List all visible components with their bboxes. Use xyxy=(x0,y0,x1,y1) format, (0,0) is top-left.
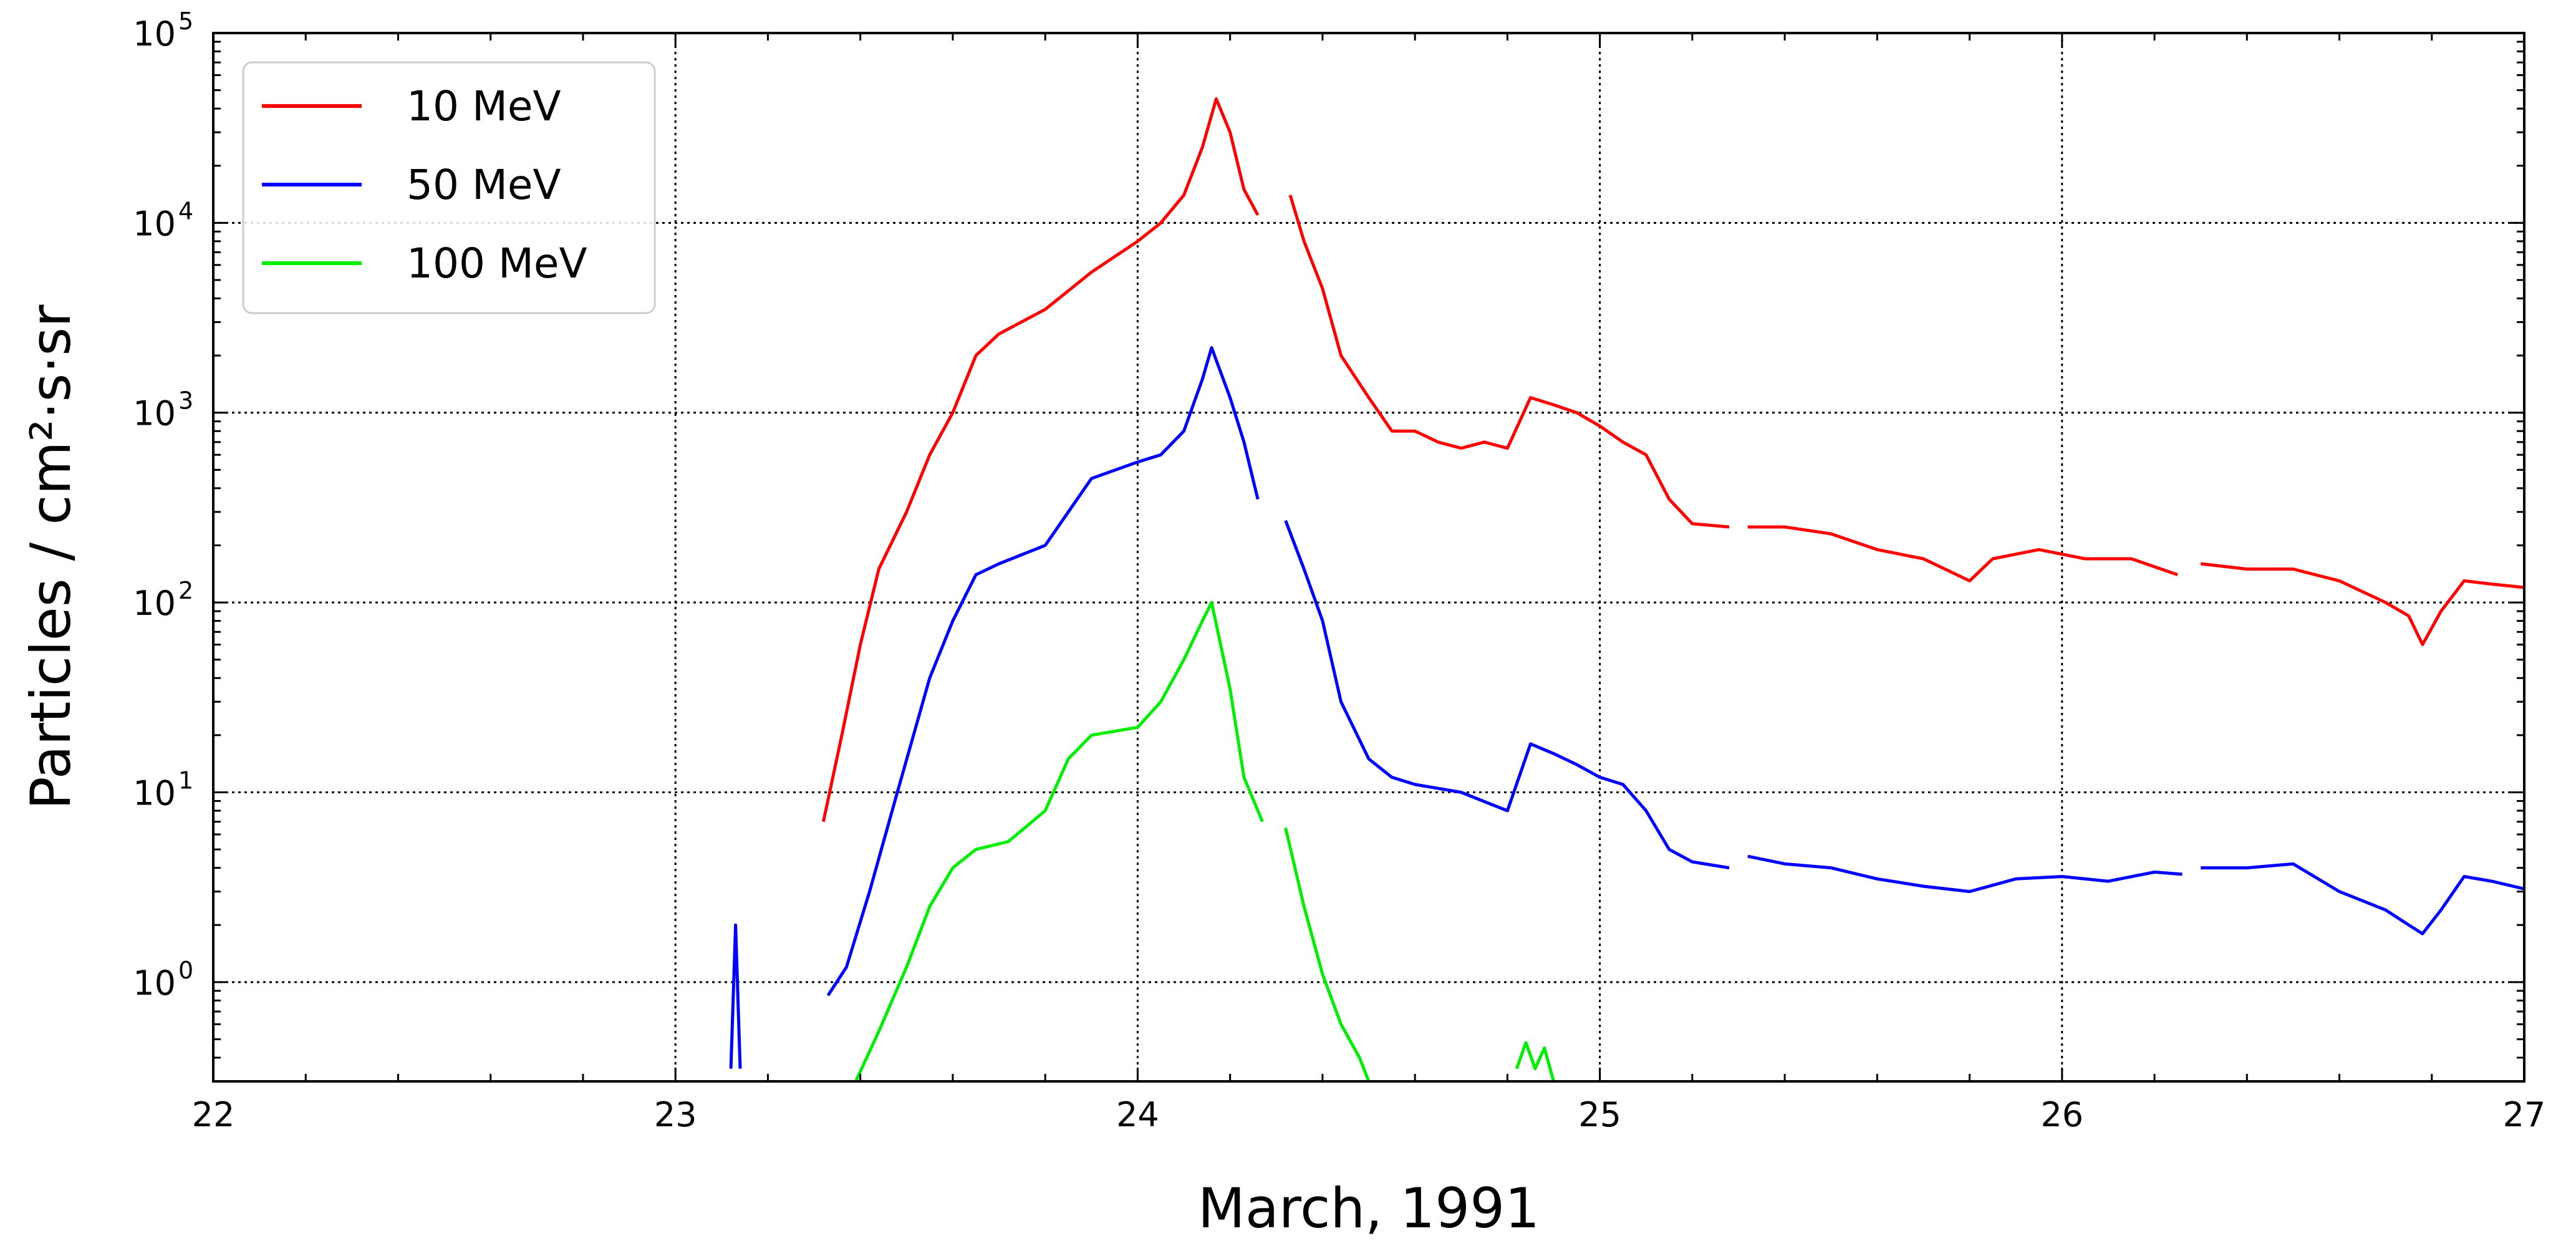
x-axis-label: March, 1991 xyxy=(1198,1176,1540,1240)
y-axis-label: Particles / cm²·s·sr xyxy=(19,304,83,810)
grid-lines xyxy=(213,33,2524,1081)
series-0 xyxy=(821,97,2524,823)
x-tick-labels: 22 23 24 25 26 27 xyxy=(192,1095,2546,1134)
y-tick-exponent: 1 xyxy=(178,766,193,794)
y-tick-label: 10 xyxy=(133,964,176,1003)
series-line xyxy=(2201,862,2524,935)
legend-box xyxy=(242,61,656,314)
legend: 10 MeV 50 MeV 100 MeV xyxy=(242,61,656,314)
series-line xyxy=(1747,854,2183,894)
y-tick-exponent: 5 xyxy=(178,7,193,35)
x-tick-label: 27 xyxy=(2503,1095,2546,1134)
y-tick-exponent: 2 xyxy=(178,577,193,604)
x-tick-label: 26 xyxy=(2040,1095,2083,1134)
series-1 xyxy=(729,346,2524,1069)
series-line xyxy=(729,923,742,1069)
y-tick-label: 10 xyxy=(133,584,176,623)
y-tick-exponent: 3 xyxy=(178,387,193,415)
y-tick-label: 10 xyxy=(133,204,176,243)
series-line xyxy=(826,346,1260,997)
y-tick-label: 10 xyxy=(133,394,176,433)
series-line xyxy=(1284,827,1371,1081)
series-2 xyxy=(854,601,1555,1081)
y-tick-exponent: 4 xyxy=(178,197,193,225)
legend-label: 10 MeV xyxy=(407,82,561,130)
legend-label: 100 MeV xyxy=(407,239,587,287)
series-line xyxy=(2200,562,2524,647)
x-tick-label: 25 xyxy=(1578,1095,1621,1134)
series-line xyxy=(1747,525,2178,582)
x-tick-label: 22 xyxy=(192,1095,235,1134)
plot-frame xyxy=(212,32,2525,1083)
x-tick-label: 24 xyxy=(1116,1095,1159,1134)
legend-label: 50 MeV xyxy=(407,161,561,209)
y-tick-label: 10 xyxy=(133,773,176,813)
series-line xyxy=(1284,519,1730,870)
series-line xyxy=(854,601,1264,1081)
y-tick-label: 10 xyxy=(133,14,176,54)
series-line xyxy=(1515,1041,1555,1081)
y-tick-exponent: 0 xyxy=(178,957,193,984)
series-line xyxy=(821,97,1260,823)
axis-ticks xyxy=(212,32,2525,1083)
plot-series xyxy=(729,97,2524,1081)
series-line xyxy=(1288,195,1730,529)
x-tick-label: 23 xyxy=(654,1095,697,1134)
